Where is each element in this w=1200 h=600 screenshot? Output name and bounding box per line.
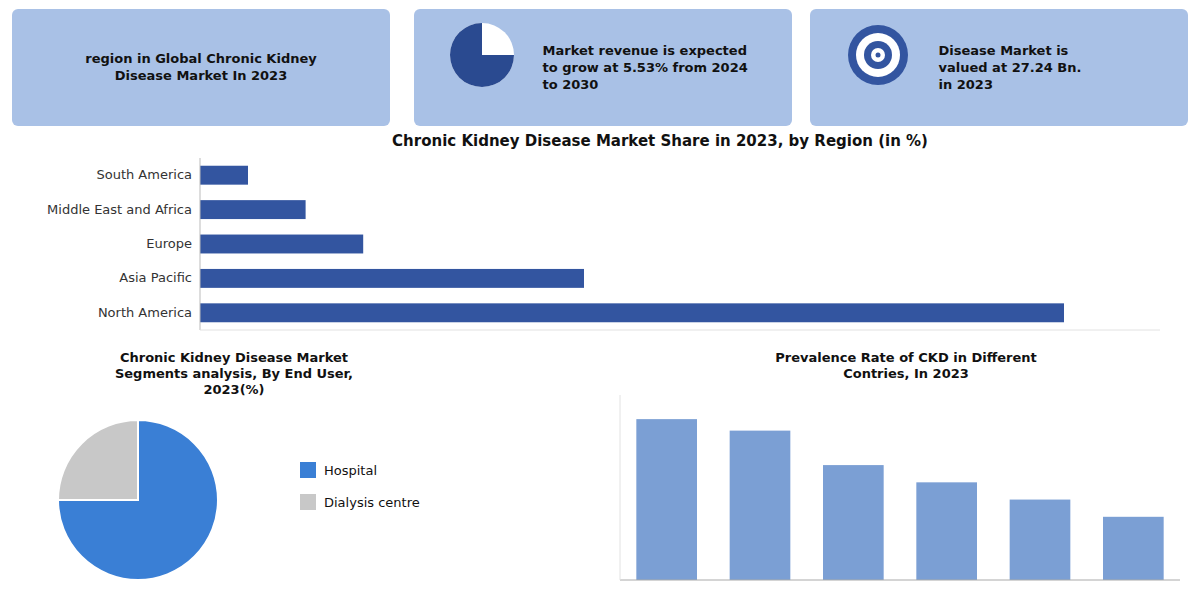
chart-title: Prevalence Rate of CKD in DifferentContr…	[775, 350, 1037, 381]
bar	[200, 269, 584, 288]
text-line: to 2030	[543, 77, 599, 92]
category-label: Middle East and Africa	[47, 202, 192, 217]
info-box: Disease Market is valued at 27.24 Bn. in 2…	[810, 9, 1188, 126]
icon	[864, 41, 892, 69]
text-line: Disease Market is	[939, 43, 1069, 58]
bar	[823, 465, 884, 580]
annotation: Market revenue is expected to grow at 5.5…	[543, 43, 748, 92]
legend-entry: Dialysis centre	[324, 495, 420, 510]
chart-page: region in Global Chronic Kidney Disease M…	[0, 0, 1200, 600]
pie	[58, 420, 218, 580]
background	[0, 0, 1200, 600]
bar	[1010, 500, 1071, 580]
category-label: South America	[96, 167, 192, 182]
chart-title: Chronic Kidney Disease MarketSegments an…	[115, 350, 353, 397]
bar	[200, 200, 306, 219]
bar	[200, 235, 363, 254]
text-line: to grow at 5.53% from 2024	[543, 60, 748, 75]
pie-slice	[58, 420, 138, 500]
bar	[916, 482, 977, 580]
icon	[876, 53, 881, 58]
x-axis-line	[200, 330, 1160, 331]
icon	[450, 23, 514, 87]
info-box-background	[810, 9, 1188, 126]
text-line: Chronic Kidney Disease Market	[120, 350, 348, 365]
category-label: North America	[98, 305, 192, 320]
icon	[856, 33, 900, 77]
icon	[450, 23, 514, 87]
bar	[636, 419, 697, 580]
chart-title: Chronic Kidney Disease Market Share in 2…	[392, 132, 928, 150]
text-line: 2023(%)	[203, 382, 264, 397]
text-line: Segments analysis, By End User,	[115, 366, 353, 381]
legend: Hospital Dialysis centre	[300, 462, 420, 510]
bars	[636, 419, 1163, 580]
bar	[200, 166, 248, 185]
info-box-background	[414, 9, 792, 126]
bars	[200, 166, 1064, 323]
bar	[730, 431, 791, 580]
category-label: Asia Pacific	[119, 270, 192, 285]
text-line: Disease Market In 2023	[115, 68, 287, 83]
legend-entry: Hospital	[324, 463, 377, 478]
annotation: Disease Market is valued at 27.24 Bn. in 2…	[939, 43, 1082, 92]
text-line: region in Global Chronic Kidney	[85, 51, 317, 66]
y-axis-line	[200, 158, 201, 330]
bar	[200, 303, 1064, 322]
legend-swatch	[300, 462, 316, 478]
icon	[871, 48, 885, 62]
info-box-background	[12, 9, 390, 126]
text-line: valued at 27.24 Bn.	[939, 60, 1082, 75]
text-line: Prevalence Rate of CKD in Different	[775, 350, 1037, 365]
category-label: Europe	[146, 236, 192, 251]
text-line: in 2023	[939, 77, 993, 92]
bar	[1103, 517, 1164, 580]
annotation: region in Global Chronic Kidney Disease M…	[85, 51, 317, 83]
x-axis-line	[620, 580, 1180, 581]
text-line: Market revenue is expected	[543, 43, 747, 58]
text-line: Contries, In 2023	[843, 366, 969, 381]
info-box: Market revenue is expected to grow at 5.5…	[414, 9, 792, 126]
legend-swatch	[300, 494, 316, 510]
pie-slice	[58, 420, 218, 580]
info-box: region in Global Chronic Kidney Disease M…	[12, 9, 390, 126]
icon	[848, 25, 908, 85]
y-axis-line	[620, 395, 621, 580]
